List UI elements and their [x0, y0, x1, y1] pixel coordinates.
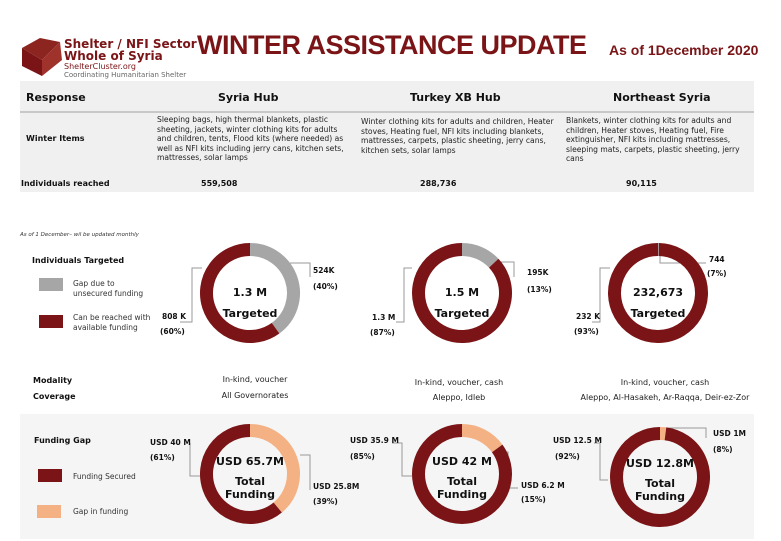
slice-pct: (8%) — [713, 445, 733, 454]
donut-center-caption: Targeted — [630, 307, 686, 320]
donut-center-caption: Total — [234, 475, 266, 488]
winter-items-turkey: Winter clothing kits for adults and chil… — [361, 117, 554, 155]
leader-line — [290, 262, 311, 277]
slice-pct: (85%) — [350, 452, 375, 461]
donut-center-caption: Targeted — [434, 307, 490, 320]
slice-pct: (61%) — [150, 453, 175, 462]
coverage-nes: Aleppo, Al-Hasakeh, Ar-Raqqa, Deir-ez-Zo… — [580, 393, 750, 402]
logo-line1: Shelter / NFI Sector — [64, 37, 197, 51]
slice-label: 744 — [709, 255, 725, 264]
donut-slice — [608, 243, 708, 343]
donut-slice — [461, 243, 499, 268]
hub-header-turkey: Turkey XB Hub — [410, 91, 501, 104]
donut-slice — [610, 427, 710, 527]
legend-swatch-gap — [39, 278, 63, 291]
slice-pct: (15%) — [521, 495, 546, 504]
shelter-cluster-logo-icon — [22, 38, 62, 76]
slice-label: 808 K — [162, 312, 187, 321]
donut-center-value: USD 65.7M — [216, 455, 284, 468]
reached-turkey: 288,736 — [420, 179, 457, 188]
slice-label: USD 25.8M — [313, 482, 360, 491]
slice-pct: (39%) — [313, 497, 338, 506]
individuals-reached-label: Individuals reached — [21, 179, 110, 188]
modality-syria: In-kind, voucher — [222, 375, 288, 384]
donut-slice — [461, 424, 503, 453]
logo-line2: Whole of Syria — [64, 49, 163, 63]
leader-line — [594, 442, 608, 481]
winter-items-label: Winter Items — [26, 134, 85, 143]
donut-center-value: 232,673 — [632, 286, 684, 299]
donut-slice — [200, 243, 280, 343]
donut-center-value: USD 42 M — [432, 455, 492, 468]
slice-pct: (92%) — [555, 452, 580, 461]
legend-swatch-reached — [39, 315, 63, 328]
donut-slice — [412, 424, 512, 524]
page-title: WINTER ASSISTANCE UPDATE — [197, 30, 587, 60]
slice-label: 524K — [313, 266, 335, 275]
donut-slice — [200, 424, 282, 524]
leader-line — [300, 454, 311, 490]
donut-center-value: 1.5 M — [444, 286, 480, 299]
legend-label-gap-funding: Gap in funding — [73, 507, 129, 516]
slice-label: 195K — [527, 268, 549, 277]
funding-title: Funding Gap — [34, 436, 91, 445]
donut-center-caption: Total — [446, 475, 478, 488]
modality-nes: In-kind, voucher, cash — [620, 378, 710, 387]
slice-pct: (13%) — [527, 285, 552, 294]
slice-label: 232 K — [576, 312, 601, 321]
donut-center-caption: Funding — [635, 490, 685, 503]
legend-label-secured: Funding Secured — [73, 472, 136, 481]
coverage-label: Coverage — [33, 392, 76, 401]
legend-label-reached: Can be reached with available funding — [73, 313, 151, 332]
slice-label: USD 12.5 M — [553, 436, 602, 445]
slice-pct: (93%) — [574, 327, 599, 336]
leader-line — [189, 443, 203, 477]
update-note: As of 1 December– wil be updated monthly — [20, 232, 139, 238]
slice-label: USD 6.2 M — [521, 481, 565, 490]
logo-line3: ShelterCluster.org — [64, 62, 136, 71]
slice-label: USD 35.9 M — [350, 436, 399, 445]
donut-center-caption: Funding — [225, 488, 275, 501]
table-divider — [20, 111, 754, 113]
reached-syria: 559,508 — [201, 179, 238, 188]
legend-swatch-gap-funding — [37, 505, 61, 518]
winter-items-syria: Sleeping bags, high thermal blankets, pl… — [157, 115, 344, 163]
hub-header-syria: Syria Hub — [218, 91, 279, 104]
donut-center-value: 1.3 M — [232, 286, 268, 299]
donut-center-caption: Total — [644, 477, 676, 490]
leader-line — [396, 267, 412, 323]
slice-pct: (87%) — [370, 328, 395, 337]
slice-label: 1.3 M — [372, 313, 396, 322]
legend-label-gap: Gap due to unsecured funding — [73, 279, 144, 298]
report-date: As of 1December 2020 — [609, 42, 759, 58]
leader-line — [180, 267, 202, 323]
slice-pct: (60%) — [160, 327, 185, 336]
slice-label: USD 40 M — [150, 438, 191, 447]
modality-label: Modality — [33, 376, 73, 385]
coverage-syria: All Governorates — [221, 391, 289, 400]
slice-label: USD 1M — [713, 429, 747, 438]
winter-items-nes: Blankets, winter clothing kits for adult… — [566, 116, 740, 164]
slice-pct: (40%) — [313, 282, 338, 291]
donut-center-caption: Targeted — [222, 307, 278, 320]
coverage-turkey: Aleppo, Idleb — [432, 393, 486, 402]
legend-swatch-secured — [38, 469, 62, 482]
donut-center-caption: Funding — [437, 488, 487, 501]
donut-slice — [249, 424, 300, 513]
slice-pct: (7%) — [707, 269, 727, 278]
leader-line — [392, 442, 412, 477]
hub-header-nes: Northeast Syria — [613, 91, 711, 104]
response-table — [20, 81, 754, 192]
leader-line — [664, 427, 707, 438]
leader-line — [592, 267, 610, 323]
logo-line4: Coordinating Humanitarian Shelter — [64, 71, 187, 79]
donut-slice — [249, 243, 300, 334]
response-header: Response — [26, 91, 86, 104]
donut-center-value: USD 12.8M — [626, 457, 694, 470]
targeted-title: Individuals Targeted — [32, 256, 125, 265]
reached-nes: 90,115 — [626, 179, 657, 188]
donut-slice — [412, 243, 512, 343]
modality-turkey: In-kind, voucher, cash — [414, 378, 504, 387]
